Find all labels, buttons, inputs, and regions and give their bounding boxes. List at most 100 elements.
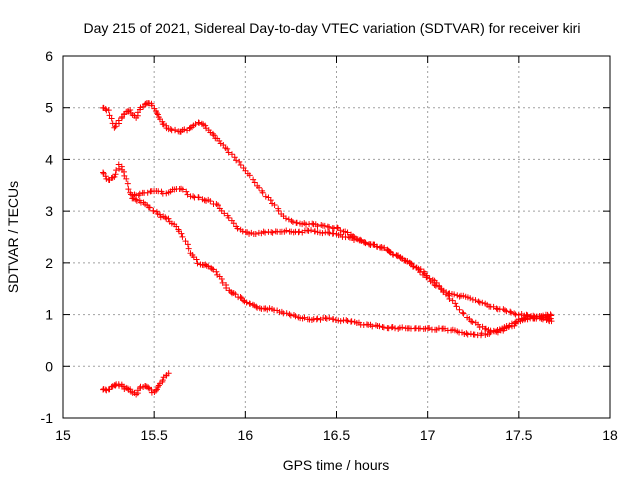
data-point xyxy=(511,310,518,317)
data-point xyxy=(376,323,383,330)
data-point xyxy=(358,237,365,244)
data-point xyxy=(344,229,351,236)
data-point xyxy=(185,245,192,252)
data-point xyxy=(225,149,232,156)
data-point xyxy=(207,129,214,136)
data-point xyxy=(202,122,209,129)
data-point xyxy=(487,329,494,336)
data-point xyxy=(252,230,259,237)
data-point xyxy=(289,218,296,225)
data-point xyxy=(436,282,443,289)
series-track-a xyxy=(100,100,555,320)
data-point xyxy=(165,215,172,222)
axis-ticks: 15 15.5 16 16.5 17 17.5 18 -1 0 1 2 3 4 5 6 xyxy=(41,48,618,443)
data-point xyxy=(240,297,247,304)
data-point xyxy=(137,104,144,111)
data-point xyxy=(323,315,330,322)
data-point xyxy=(501,307,508,314)
data-point xyxy=(237,162,244,169)
data-point xyxy=(314,315,321,322)
y-tick-label: 2 xyxy=(45,255,53,271)
data-point xyxy=(423,272,430,279)
data-point xyxy=(288,217,295,224)
data-point xyxy=(262,193,269,200)
data-point xyxy=(361,239,368,246)
data-point xyxy=(469,318,476,325)
data-point xyxy=(468,318,475,325)
data-point xyxy=(417,269,424,276)
data-point xyxy=(186,125,193,132)
data-point xyxy=(337,318,344,325)
data-point xyxy=(271,202,278,209)
data-point xyxy=(259,189,266,196)
data-point xyxy=(369,323,376,330)
chart-title: Day 215 of 2021, Sidereal Day-to-day VTE… xyxy=(84,20,581,36)
y-axis-label: SDTVAR / TECUs xyxy=(5,181,21,293)
data-point xyxy=(123,175,130,182)
data-point xyxy=(165,370,172,377)
data-point xyxy=(223,285,230,292)
data-point xyxy=(232,291,239,298)
data-point xyxy=(239,228,246,235)
data-point xyxy=(330,316,337,323)
data-point xyxy=(194,260,201,267)
data-point xyxy=(312,228,319,235)
data-point xyxy=(196,119,203,126)
data-point xyxy=(193,256,200,263)
data-point xyxy=(173,223,180,230)
data-point xyxy=(293,219,300,226)
data-point xyxy=(373,243,380,250)
data-point xyxy=(524,316,531,323)
data-point xyxy=(262,229,269,236)
data-point xyxy=(406,259,413,266)
data-point xyxy=(397,254,404,261)
data-point xyxy=(102,106,109,113)
data-point xyxy=(160,121,167,128)
data-point xyxy=(456,306,463,313)
data-point xyxy=(209,130,216,137)
data-point xyxy=(145,384,152,391)
data-point xyxy=(324,223,331,230)
data-point xyxy=(127,107,134,113)
data-point xyxy=(296,228,303,235)
data-point xyxy=(205,263,212,270)
data-point xyxy=(142,100,149,107)
data-point xyxy=(179,186,186,193)
series-track-c xyxy=(129,195,554,339)
data-point xyxy=(345,233,352,240)
data-point xyxy=(343,317,350,324)
data-point xyxy=(182,238,189,245)
data-point xyxy=(150,208,157,215)
data-point xyxy=(456,293,463,300)
data-points xyxy=(100,100,555,398)
data-point xyxy=(111,173,118,180)
data-point xyxy=(200,262,207,269)
data-point xyxy=(452,300,459,307)
data-point xyxy=(445,292,452,299)
data-point xyxy=(309,220,316,227)
x-tick-label: 18 xyxy=(602,427,618,443)
data-point xyxy=(283,227,290,234)
data-point xyxy=(228,151,235,158)
data-point xyxy=(547,315,554,322)
data-point xyxy=(113,167,120,174)
data-point xyxy=(410,263,417,270)
data-point xyxy=(380,324,387,331)
data-point xyxy=(148,102,155,109)
data-point xyxy=(253,303,260,310)
data-point xyxy=(267,197,274,204)
data-point xyxy=(234,225,241,232)
data-point xyxy=(285,216,292,223)
data-point xyxy=(179,233,186,240)
series-track-d xyxy=(100,370,172,398)
data-point xyxy=(472,297,479,304)
data-point xyxy=(467,330,474,337)
data-point xyxy=(121,172,128,179)
data-point xyxy=(218,275,225,282)
data-point xyxy=(115,117,122,124)
data-point xyxy=(102,173,109,180)
data-point xyxy=(453,303,460,310)
data-point xyxy=(233,157,240,164)
data-point xyxy=(184,241,191,248)
